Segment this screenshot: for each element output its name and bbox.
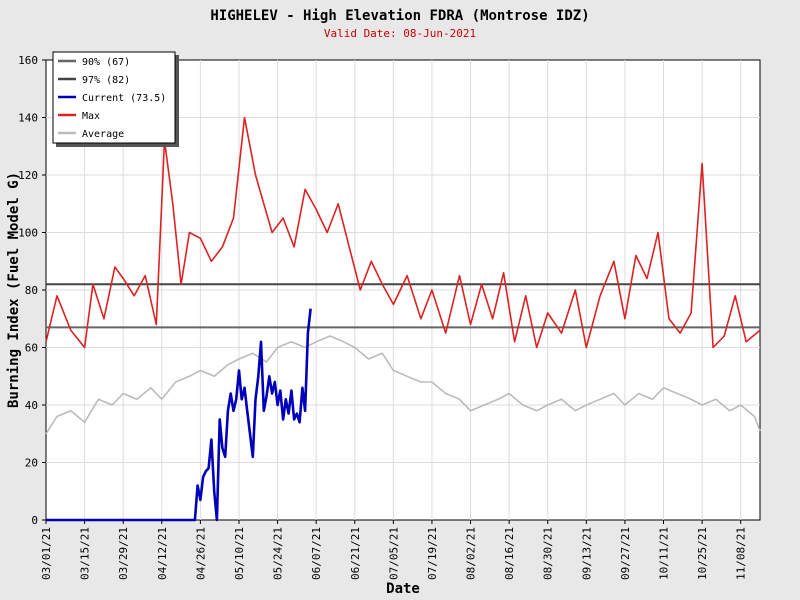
legend-label: Max bbox=[82, 111, 100, 122]
chart-subtitle: Valid Date: 08-Jun-2021 bbox=[324, 27, 476, 40]
y-tick-label: 20 bbox=[25, 457, 38, 470]
series-line bbox=[46, 308, 312, 522]
x-tick-label: 03/29/21 bbox=[117, 527, 130, 580]
legend-items: 90% (67) 97% (82) Current (73.5) Max Average bbox=[58, 57, 166, 140]
x-tick-label: 07/19/21 bbox=[426, 527, 439, 580]
x-axis-label: Date bbox=[386, 581, 420, 597]
x-tick-label: 07/05/21 bbox=[387, 527, 400, 580]
y-tick-label: 160 bbox=[18, 54, 38, 67]
x-tick-label: 05/24/21 bbox=[272, 527, 285, 580]
x-tick-label: 06/07/21 bbox=[310, 527, 323, 580]
x-tick-label: 08/02/21 bbox=[465, 527, 478, 580]
chart-title: HIGHELEV - High Elevation FDRA (Montrose… bbox=[210, 8, 589, 24]
x-tick-label: 09/27/21 bbox=[619, 527, 632, 580]
y-tick-label: 140 bbox=[18, 112, 38, 125]
x-tick-label: 05/10/21 bbox=[233, 527, 246, 580]
x-tick-label: 11/08/21 bbox=[735, 527, 748, 580]
legend-label: Average bbox=[82, 129, 124, 140]
x-tick-label: 04/12/21 bbox=[156, 527, 169, 580]
legend: 90% (67) 97% (82) Current (73.5) Max Average bbox=[52, 51, 179, 147]
series-line bbox=[45, 335, 761, 435]
y-tick-label: 0 bbox=[31, 514, 38, 527]
series-lines bbox=[45, 116, 761, 522]
x-tick-label: 09/13/21 bbox=[580, 527, 593, 580]
x-tick-label: 10/11/21 bbox=[658, 527, 671, 580]
y-tick-label: 80 bbox=[25, 284, 38, 297]
y-tick-label: 40 bbox=[25, 399, 38, 412]
x-tick-label: 03/15/21 bbox=[79, 527, 92, 580]
legend-label: 97% (82) bbox=[82, 75, 130, 86]
y-tick-label: 120 bbox=[18, 169, 38, 182]
y-tick-label: 60 bbox=[25, 342, 38, 355]
x-tick-label: 08/30/21 bbox=[542, 527, 555, 580]
x-tick-label: 10/25/21 bbox=[696, 527, 709, 580]
x-tick-label: 08/16/21 bbox=[503, 527, 516, 580]
y-axis-label: Burning Index (Fuel Model G) bbox=[6, 172, 22, 408]
legend-label: 90% (67) bbox=[82, 57, 130, 68]
x-tick-label: 04/26/21 bbox=[194, 527, 207, 580]
x-tick-label: 06/21/21 bbox=[349, 527, 362, 580]
legend-label: Current (73.5) bbox=[82, 93, 166, 104]
y-axis-ticks: 0 20 40 60 80 100 120 140 160 bbox=[18, 54, 46, 527]
x-tick-label: 03/01/21 bbox=[40, 527, 53, 580]
series-line bbox=[45, 116, 761, 349]
y-tick-label: 100 bbox=[18, 227, 38, 240]
x-axis-ticks: 03/01/21 03/15/21 03/29/21 04/12/21 04/26/21… bbox=[40, 520, 748, 580]
